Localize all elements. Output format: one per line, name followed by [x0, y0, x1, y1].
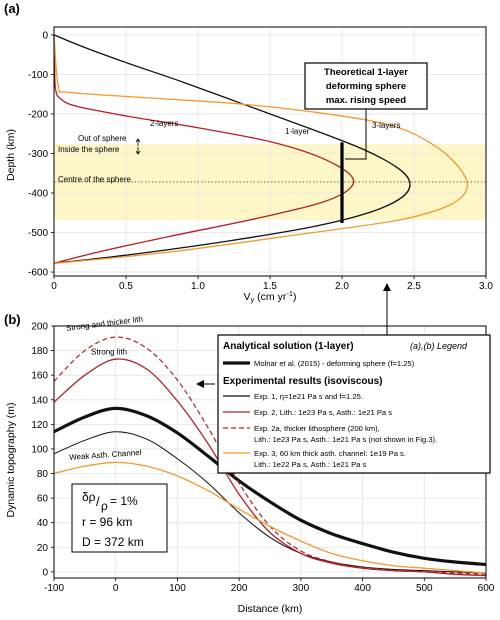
x-tick-label: 0.5 — [119, 281, 133, 292]
series-line-b-0 — [53, 406, 487, 567]
params-box — [71, 483, 168, 553]
param-density-slash: / — [96, 494, 100, 509]
xlabel-sup: -1 — [286, 289, 293, 298]
series-line-1-layer — [53, 34, 411, 264]
y-tick-label: 160 — [31, 371, 48, 382]
y-tick-label: -400 — [28, 189, 48, 200]
legend: Analytical solution (1-layer) (a),(b) Le… — [217, 334, 491, 474]
x-tick-label: 200 — [231, 583, 248, 594]
y-tick-label: 0 — [42, 30, 48, 41]
y-tick-label: -600 — [28, 268, 48, 279]
legend-entry-line2: Lith.: 1e22 Pa s, Asth.: 1e21 Pa s — [254, 460, 366, 469]
sphere-centre-label: Centre of the sphere — [58, 175, 131, 184]
panel-a-ylabel: Depth (km) — [5, 129, 17, 181]
series-line-b-2 — [53, 358, 487, 577]
callout-line-1: Theoretical 1-layer — [324, 67, 408, 78]
callout-line-3: max. rising speed — [326, 95, 406, 106]
x-tick-label: 400 — [354, 583, 371, 594]
xlabel-close: ) — [293, 291, 297, 303]
x-tick-label: 0 — [113, 583, 119, 594]
panel-a: (a) 0 0.5 1.0 1.5 2.0 2.5 3.0 0 -100 -200 -300 -400… — [4, 1, 493, 304]
y-tick-label: 20 — [37, 543, 49, 554]
y-tick-label: -100 — [28, 70, 48, 81]
param-depth: D = 372 km — [82, 535, 144, 549]
x-tick-label: 2.0 — [335, 281, 349, 292]
legend-entry-line1: Exp. 2a, thicker lithosphere (200 km), — [254, 424, 380, 433]
panel-b-series — [53, 336, 487, 577]
y-tick-label: 80 — [37, 469, 49, 480]
param-radius: r = 96 km — [82, 515, 132, 529]
y-tick-label: -500 — [28, 228, 48, 239]
panel-b-label: (b) — [4, 312, 21, 327]
y-tick-label: 0 — [42, 567, 48, 578]
y-tick-label: 200 — [31, 322, 48, 333]
arrow-left-head-icon — [196, 380, 204, 388]
legend-exp-title: Experimental results (isoviscous) — [223, 376, 383, 387]
x-tick-label: 2.5 — [407, 281, 421, 292]
panel-a-series — [53, 34, 469, 264]
panel-b-curve-labels: Strong and thicker lith Strong lith Weak A… — [65, 315, 143, 462]
xlabel-base: V — [243, 291, 250, 303]
legend-analytical-entry: Molnar et al. (2015) - deforming sphere … — [254, 359, 415, 368]
param-density-bottom: ρ — [101, 499, 108, 513]
x-tick-label: 100 — [169, 583, 186, 594]
x-tick-label: 0 — [51, 281, 57, 292]
y-tick-label: 140 — [31, 395, 48, 406]
label-2-layers: 2-layers — [150, 119, 178, 128]
y-tick-label: 120 — [31, 420, 48, 431]
panel-b-ticks: -100 0 100 200 300 400 500 600 0 20 40 60 80 100 120 14… — [31, 322, 494, 595]
inside-sphere-label: Inside the sphere — [58, 145, 120, 154]
y-tick-label: 40 — [37, 518, 49, 529]
callout-line-2: deforming sphere — [326, 81, 406, 92]
legend-box — [217, 334, 491, 474]
label-1-layer: 1-layer — [285, 127, 310, 136]
y-tick-label: -300 — [28, 149, 48, 160]
legend-title: Analytical solution (1-layer) — [223, 341, 354, 352]
callout-leader — [345, 109, 367, 160]
xlabel-sub: y — [251, 295, 255, 304]
legend-entry-line1: Exp. 3, 60 km thick asth. channel: 1e19 … — [254, 449, 406, 458]
curve-label: Weak Asth. Channel — [69, 448, 142, 462]
x-tick-label: 1.5 — [263, 281, 277, 292]
legend-subtitle: (a),(b) Legend — [410, 341, 468, 351]
down-arrow-icon — [135, 147, 141, 155]
series-line-3-layers — [53, 34, 469, 264]
arrow-up-head-icon — [383, 283, 391, 291]
legend-entry-line1: Exp. 1, η=1e21 Pa s and f=1.25. — [254, 392, 363, 401]
legend-entries: Exp. 1, η=1e21 Pa s and f=1.25. Exp. 2, L… — [223, 392, 437, 469]
x-tick-label: 300 — [293, 583, 310, 594]
label-3-layers: 3-layers — [372, 121, 400, 130]
panel-a-label: (a) — [4, 1, 20, 16]
out-of-sphere-label: Out of sphere — [78, 134, 127, 143]
x-tick-label: 3.0 — [479, 281, 493, 292]
x-tick-label: -100 — [44, 583, 64, 594]
y-tick-label: -200 — [28, 109, 48, 120]
panel-a-xlabel: Vy (cm yr-1) — [243, 289, 296, 304]
panel-b-ylabel: Dynamic topography (m) — [5, 403, 17, 518]
series-line-2-layers — [53, 34, 355, 264]
y-tick-label: 180 — [31, 346, 48, 357]
curve-label: Strong and thicker lith — [65, 315, 143, 333]
panel-b-xlabel: Distance (km) — [238, 603, 303, 615]
panel-b: (b) -100 0 100 200 300 400 500 600 0 20 40 60 80 100 1… — [4, 312, 495, 615]
panel-a-ticks: 0 0.5 1.0 1.5 2.0 2.5 3.0 0 -100 -200 -300 -400 -500… — [28, 30, 493, 292]
legend-entry-line2: Lith.: 1e23 Pa s, Asth.: 1e21 Pa s (not … — [254, 435, 437, 444]
up-arrow-icon — [135, 138, 141, 146]
series-line-b-4 — [53, 461, 487, 574]
x-tick-label: 600 — [478, 583, 495, 594]
legend-entry-line1: Exp. 2, Lith.: 1e23 Pa s, Asth.: 1e21 Pa… — [254, 408, 392, 417]
series-line-b-1 — [53, 431, 487, 574]
curve-label: Strong lith — [91, 347, 127, 356]
y-tick-label: 60 — [37, 494, 49, 505]
y-tick-label: 100 — [31, 444, 48, 455]
callout-box — [304, 62, 428, 110]
xlabel-unit: (cm yr — [254, 291, 287, 303]
x-tick-label: 500 — [416, 583, 433, 594]
param-density-value: = 1% — [110, 494, 138, 508]
param-density-top: δρ — [82, 490, 96, 504]
x-tick-label: 1.0 — [191, 281, 205, 292]
